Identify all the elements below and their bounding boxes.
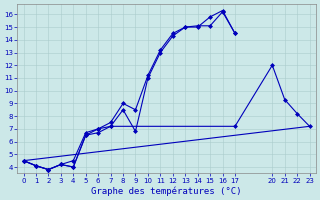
X-axis label: Graphe des températures (°C): Graphe des températures (°C) bbox=[91, 186, 242, 196]
